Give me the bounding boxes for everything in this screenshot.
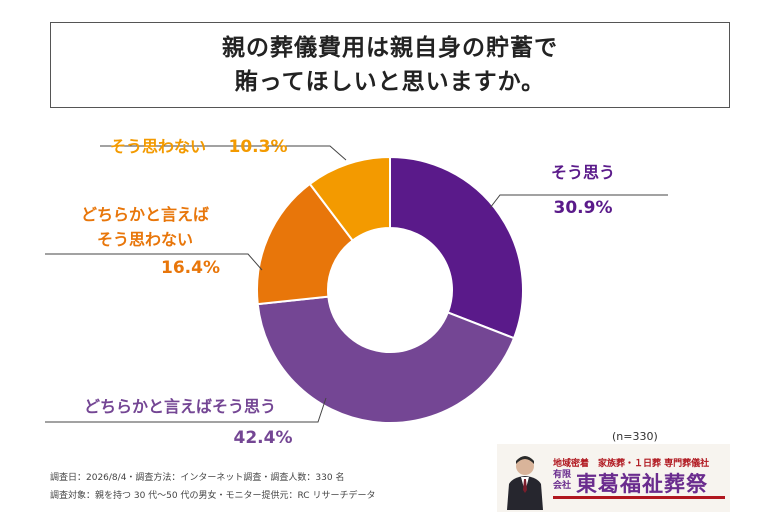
company-name: 東葛福祉葬祭 — [576, 472, 708, 496]
title-line-2: 賄ってほしいと思いますか。 — [234, 69, 546, 95]
value-label-dochiraka-sou-omowanai: 16.4% — [161, 258, 220, 278]
value-label-sou-omou: 30.9% — [554, 198, 613, 218]
leader-line-sou-omou — [489, 194, 668, 209]
leader-line-dochiraka-sou-omowanai — [45, 253, 263, 271]
category-label-dochiraka-sou-omowanai: どちらかと言えば — [81, 205, 209, 224]
leader-line-dochiraka-sou-omou — [45, 397, 327, 423]
company-type: 有限会社 — [553, 470, 572, 491]
category-label-sou-omowanai: そう思わない — [110, 137, 206, 156]
title-box: 親の葬儀費用は親自身の貯蓄で 賄ってほしいと思いますか。 — [50, 22, 730, 108]
survey-note-1: 調査日：2026/8/4・調査方法：インターネット調査・調査人数：330 名 — [50, 473, 345, 483]
staff-photo — [507, 456, 543, 510]
value-label-sou-omowanai: 10.3% — [229, 137, 288, 157]
donut-slice-dochiraka-sou-omou — [256, 295, 516, 424]
donut-slice-sou-omou — [389, 155, 524, 340]
sample-size: (n=330) — [612, 430, 658, 443]
category-label-sou-omou: そう思う — [551, 163, 615, 182]
company-tagline: 地域密着 家族葬・１日葬 専門葬儀社 — [553, 459, 710, 469]
title-line-1: 親の葬儀費用は親自身の貯蓄で — [222, 35, 558, 61]
survey-note-2: 調査対象：親を持つ 30 代〜50 代の男女・モニター提供元：RC リサーチデー… — [50, 491, 376, 501]
value-label-dochiraka-sou-omou: 42.4% — [234, 428, 293, 448]
category-label-dochiraka-sou-omou: どちらかと言えばそう思う — [84, 397, 276, 416]
leader-line-sou-omowanai — [100, 145, 347, 161]
donut-slice-sou-omowanai — [308, 155, 391, 242]
category-label-dochiraka-sou-omowanai: そう思わない — [97, 230, 193, 249]
company-rule — [553, 496, 725, 499]
